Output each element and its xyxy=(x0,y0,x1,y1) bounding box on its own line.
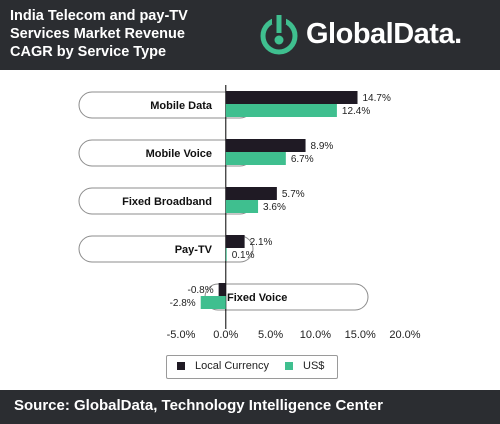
title-line-1: India Telecom and pay-TV xyxy=(10,8,188,24)
category-label: Pay-TV xyxy=(175,244,213,256)
logo-text: GlobalData. xyxy=(306,18,462,50)
legend-item-usd: US$ xyxy=(285,360,324,372)
value-label: 12.4% xyxy=(342,106,370,117)
value-label: 8.9% xyxy=(311,141,334,152)
x-tick-label: -5.0% xyxy=(167,329,196,341)
value-label: 5.7% xyxy=(282,189,305,200)
value-label: 0.1% xyxy=(232,250,255,261)
x-tick-label: 20.0% xyxy=(389,329,420,341)
bars xyxy=(200,91,358,309)
legend-label-local: Local Currency xyxy=(195,360,269,372)
chart-title: India Telecom and pay-TV Services Market… xyxy=(10,7,235,61)
value-labels: 14.7% 12.4% 8.9% 6.7% 5.7% 3.6% 2.1% 0.1% -0.8% -… xyxy=(170,93,391,309)
legend-item-local: Local Currency xyxy=(177,360,269,372)
bar xyxy=(225,152,286,165)
category-label: Fixed Broadband xyxy=(122,196,212,208)
globaldata-logo: GlobalData. xyxy=(258,12,494,60)
category-pills: Mobile Data Mobile Voice Fixed Broadband Pa… xyxy=(78,91,369,311)
x-tick-label: 5.0% xyxy=(258,329,283,341)
x-axis-ticks: -5.0% 0.0% 5.0% 10.0% 15.0% 20.0% xyxy=(167,329,421,341)
title-line-2: Services Market Revenue xyxy=(10,26,185,42)
legend-swatch-usd xyxy=(285,362,293,371)
legend: Local Currency US$ xyxy=(166,355,338,379)
bar xyxy=(225,104,337,117)
value-label: 6.7% xyxy=(291,154,314,165)
category-label: Fixed Voice xyxy=(227,292,287,304)
bar xyxy=(225,139,306,152)
bar-chart: Mobile Data Mobile Voice Fixed Broadband Pa… xyxy=(78,85,421,341)
value-label: 2.1% xyxy=(250,237,273,248)
title-line-3: CAGR by Service Type xyxy=(10,44,167,60)
category-pill xyxy=(78,235,254,263)
value-label: 14.7% xyxy=(363,93,391,104)
category-label: Mobile Data xyxy=(150,100,213,112)
bar xyxy=(225,200,259,213)
legend-label-usd: US$ xyxy=(303,360,325,372)
x-tick-label: 0.0% xyxy=(213,329,238,341)
bar xyxy=(225,235,245,248)
bar xyxy=(218,283,226,296)
value-label: -0.8% xyxy=(188,285,214,296)
value-label: -2.8% xyxy=(170,298,196,309)
globaldata-logo-icon xyxy=(260,14,298,55)
value-label: 3.6% xyxy=(263,202,286,213)
source-text: Source: GlobalData, Technology Intellige… xyxy=(14,397,383,414)
bar xyxy=(225,248,227,261)
x-tick-label: 15.0% xyxy=(345,329,376,341)
footer-banner: Source: GlobalData, Technology Intellige… xyxy=(0,390,500,424)
header-banner: India Telecom and pay-TV Services Market… xyxy=(0,0,500,70)
bar xyxy=(225,91,358,104)
x-tick-label: 10.0% xyxy=(300,329,331,341)
category-label: Mobile Voice xyxy=(146,148,212,160)
bar xyxy=(225,187,277,200)
bar xyxy=(200,296,226,309)
legend-swatch-local xyxy=(177,362,185,371)
